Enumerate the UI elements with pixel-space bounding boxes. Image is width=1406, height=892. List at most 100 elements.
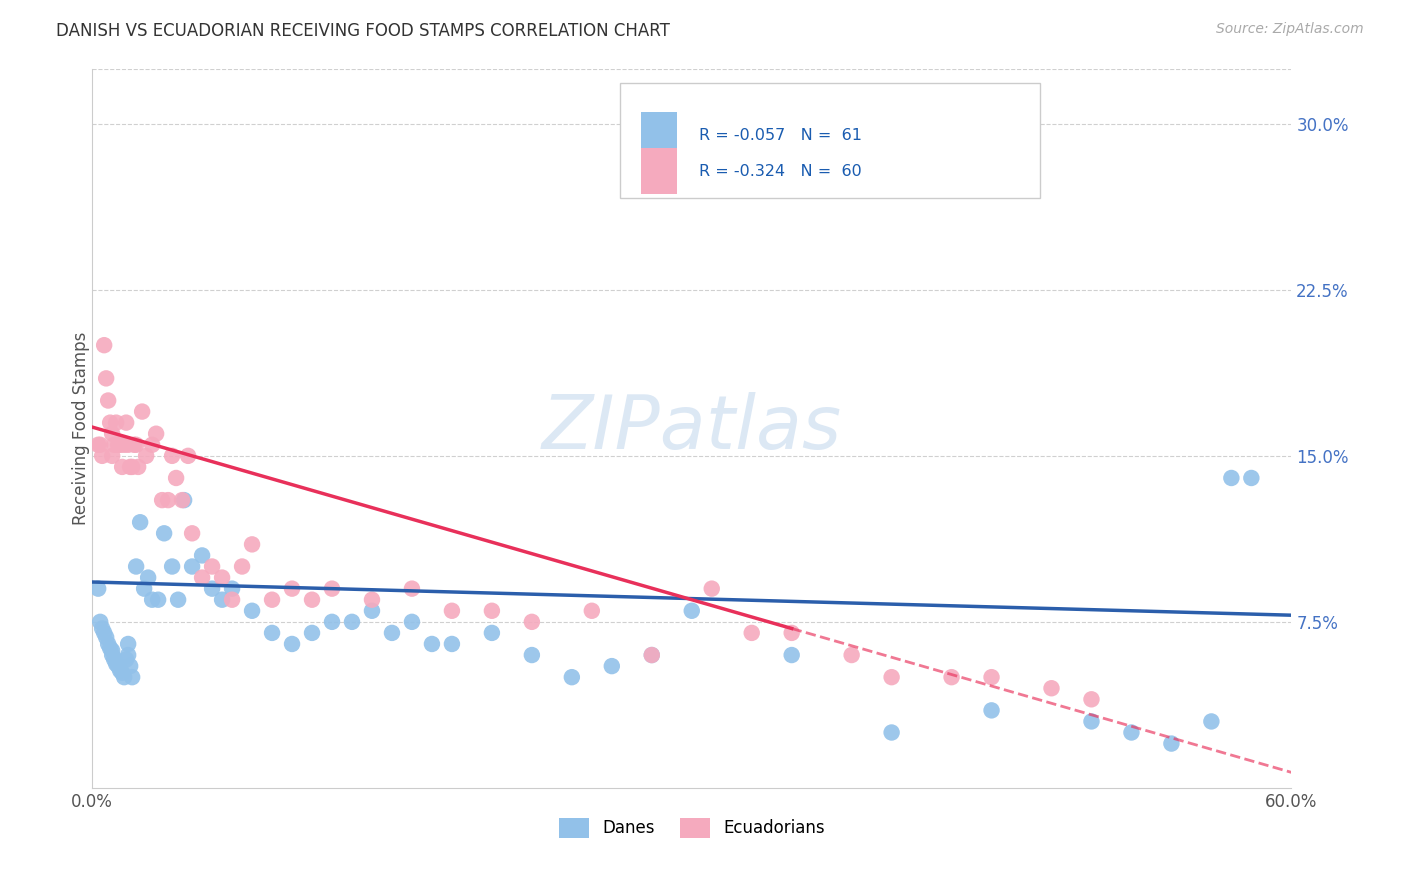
Point xyxy=(420,637,443,651)
Point xyxy=(191,571,214,585)
Point xyxy=(440,604,463,618)
FancyBboxPatch shape xyxy=(641,148,678,194)
Point xyxy=(700,582,723,596)
Point xyxy=(103,438,125,452)
Point xyxy=(165,471,187,485)
Point xyxy=(260,592,283,607)
Point xyxy=(281,582,304,596)
Point xyxy=(173,493,195,508)
Point xyxy=(880,725,903,739)
Point xyxy=(141,438,163,452)
Point xyxy=(281,637,304,651)
Point xyxy=(301,626,323,640)
Point xyxy=(150,493,173,508)
Point xyxy=(117,438,139,452)
Point xyxy=(112,670,135,684)
Point xyxy=(96,631,118,645)
Point xyxy=(780,626,803,640)
Point xyxy=(89,615,111,629)
Point xyxy=(581,604,603,618)
Point xyxy=(1080,692,1102,706)
Point xyxy=(401,582,423,596)
Point xyxy=(600,659,623,673)
Point xyxy=(941,670,963,684)
Point xyxy=(240,604,263,618)
Point xyxy=(980,670,1002,684)
FancyBboxPatch shape xyxy=(641,112,678,159)
Point xyxy=(1160,737,1182,751)
Point xyxy=(641,648,664,662)
Point xyxy=(103,652,125,666)
Point xyxy=(157,493,180,508)
Point xyxy=(440,637,463,651)
Point xyxy=(131,404,153,418)
Point xyxy=(1220,471,1243,485)
Point xyxy=(93,338,115,352)
Point xyxy=(401,615,423,629)
Point xyxy=(191,549,214,563)
Point xyxy=(321,615,343,629)
Point xyxy=(361,592,384,607)
Text: DANISH VS ECUADORIAN RECEIVING FOOD STAMPS CORRELATION CHART: DANISH VS ECUADORIAN RECEIVING FOOD STAM… xyxy=(56,22,671,40)
Point xyxy=(122,438,145,452)
Point xyxy=(231,559,253,574)
Point xyxy=(240,537,263,551)
Point xyxy=(177,449,200,463)
Point xyxy=(97,637,120,651)
Point xyxy=(381,626,404,640)
Point xyxy=(93,626,115,640)
Point xyxy=(641,648,664,662)
Point xyxy=(181,559,204,574)
Point xyxy=(101,426,124,441)
Point xyxy=(481,626,503,640)
Point xyxy=(129,515,152,529)
Point xyxy=(108,664,131,678)
Point xyxy=(520,648,543,662)
Point xyxy=(117,648,139,662)
Point xyxy=(87,582,110,596)
Point xyxy=(780,648,803,662)
Point xyxy=(681,604,703,618)
Point xyxy=(136,571,159,585)
Point xyxy=(561,670,583,684)
FancyBboxPatch shape xyxy=(620,83,1039,198)
Point xyxy=(135,449,157,463)
Point xyxy=(120,459,142,474)
Point xyxy=(125,438,148,452)
Point xyxy=(160,559,183,574)
Point xyxy=(221,582,243,596)
Point xyxy=(1240,471,1263,485)
Text: R = -0.057   N =  61: R = -0.057 N = 61 xyxy=(699,128,862,143)
Point xyxy=(111,459,134,474)
Point xyxy=(520,615,543,629)
Point xyxy=(741,626,763,640)
Point xyxy=(112,438,135,452)
Point xyxy=(101,648,124,662)
Point xyxy=(98,641,121,656)
Point xyxy=(1121,725,1143,739)
Point xyxy=(181,526,204,541)
Point xyxy=(115,416,138,430)
Point xyxy=(321,582,343,596)
Text: ZIPatlas: ZIPatlas xyxy=(541,392,842,464)
Point xyxy=(141,592,163,607)
Text: R = -0.324   N =  60: R = -0.324 N = 60 xyxy=(699,163,862,178)
Point xyxy=(105,416,128,430)
Point xyxy=(107,438,129,452)
Point xyxy=(97,393,120,408)
Point xyxy=(89,438,111,452)
Point xyxy=(96,371,118,385)
Point xyxy=(115,652,138,666)
Point xyxy=(301,592,323,607)
Point xyxy=(91,449,114,463)
Point xyxy=(87,438,110,452)
Y-axis label: Receiving Food Stamps: Receiving Food Stamps xyxy=(72,332,90,524)
Point xyxy=(91,622,114,636)
Point xyxy=(120,659,142,673)
Point xyxy=(121,670,143,684)
Point xyxy=(201,582,224,596)
Point xyxy=(111,665,134,680)
Point xyxy=(105,657,128,671)
Point xyxy=(172,493,194,508)
Point xyxy=(167,592,190,607)
